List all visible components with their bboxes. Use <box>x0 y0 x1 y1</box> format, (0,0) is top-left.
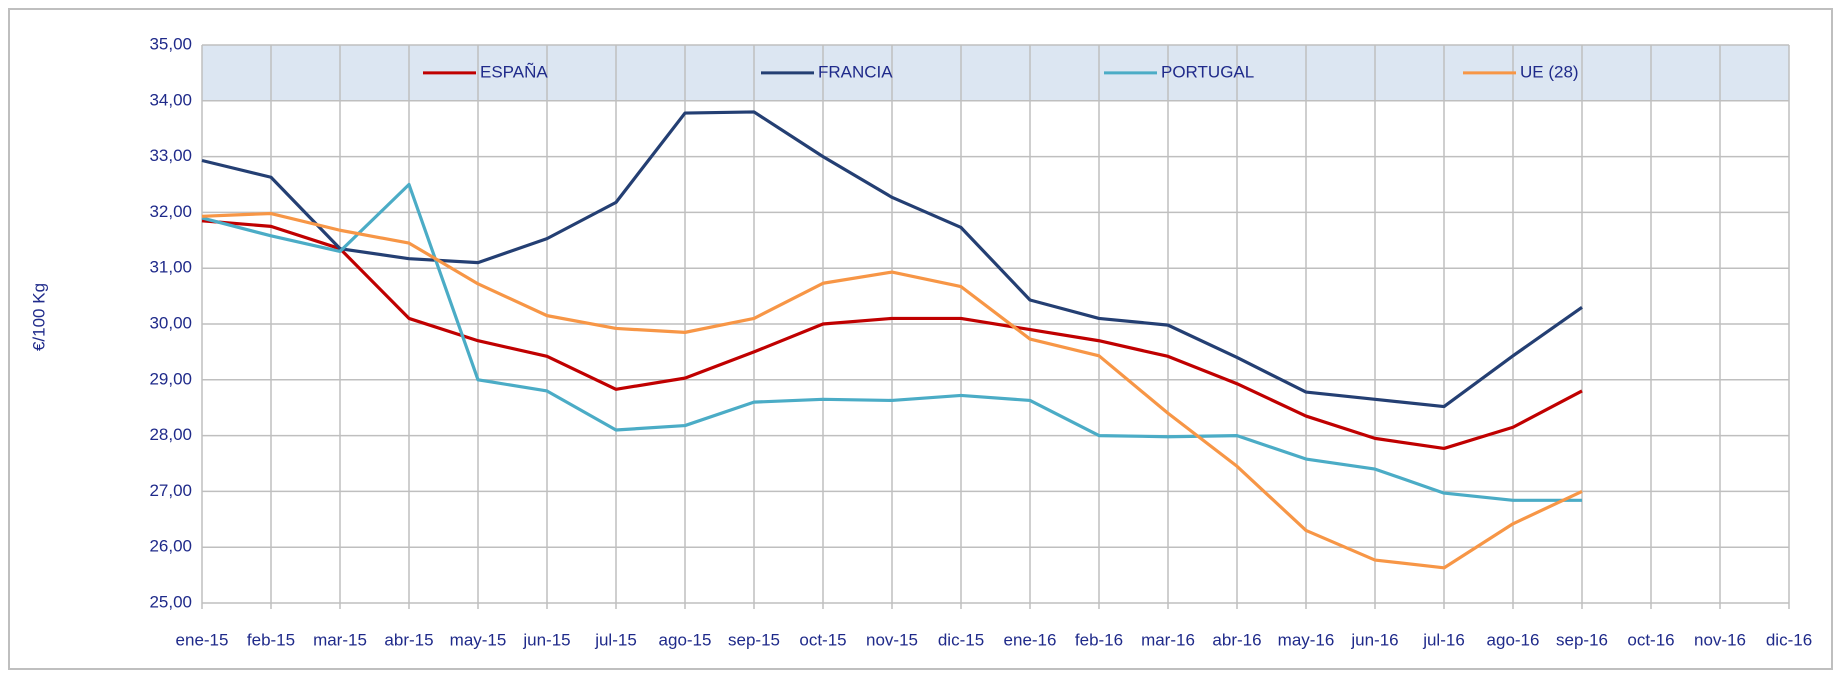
y-tick-label: 28,00 <box>149 425 192 444</box>
x-tick-label: ene-16 <box>1004 630 1057 649</box>
x-tick-label: oct-16 <box>1627 630 1674 649</box>
y-tick-label: 32,00 <box>149 202 192 221</box>
x-tick-label: feb-15 <box>247 630 295 649</box>
x-tick-label: may-16 <box>1278 630 1335 649</box>
x-tick-label: jul-15 <box>594 630 637 649</box>
x-tick-label: ago-16 <box>1487 630 1540 649</box>
x-tick-label: sep-16 <box>1556 630 1608 649</box>
x-tick-label: abr-15 <box>384 630 433 649</box>
y-tick-label: 27,00 <box>149 481 192 500</box>
y-tick-label: 34,00 <box>149 90 192 109</box>
y-tick-label: 31,00 <box>149 258 192 277</box>
legend-label: UE (28) <box>1520 62 1579 81</box>
x-tick-label: dic-16 <box>1766 630 1812 649</box>
x-tick-label: oct-15 <box>799 630 846 649</box>
x-tick-label: abr-16 <box>1212 630 1261 649</box>
legend-label: FRANCIA <box>818 62 893 81</box>
series-line <box>201 110 1583 409</box>
x-tick-label: may-15 <box>450 630 507 649</box>
y-axis-label: €/100 Kg <box>29 283 48 351</box>
legend-label: ESPAÑA <box>480 62 548 81</box>
x-tick-label: mar-16 <box>1141 630 1195 649</box>
x-tick-label: ene-15 <box>176 630 229 649</box>
x-tick-label: dic-15 <box>938 630 984 649</box>
x-tick-label: nov-15 <box>866 630 918 649</box>
chart-border <box>8 8 1833 670</box>
series-line <box>201 219 1583 451</box>
x-tick-label: jul-16 <box>1422 630 1465 649</box>
x-tick-label: nov-16 <box>1694 630 1746 649</box>
y-tick-label: 30,00 <box>149 313 192 332</box>
legend-label: PORTUGAL <box>1161 62 1254 81</box>
x-tick-label: feb-16 <box>1075 630 1123 649</box>
series-line <box>201 211 1583 570</box>
y-tick-label: 35,00 <box>149 34 192 53</box>
x-tick-label: sep-15 <box>728 630 780 649</box>
x-tick-label: ago-15 <box>659 630 712 649</box>
series-line <box>201 182 1582 502</box>
x-tick-label: jun-16 <box>1350 630 1398 649</box>
x-tick-label: mar-15 <box>313 630 367 649</box>
y-tick-label: 33,00 <box>149 146 192 165</box>
x-tick-label: jun-15 <box>522 630 570 649</box>
y-tick-label: 29,00 <box>149 369 192 388</box>
y-tick-label: 26,00 <box>149 537 192 556</box>
y-tick-label: 25,00 <box>149 592 192 611</box>
